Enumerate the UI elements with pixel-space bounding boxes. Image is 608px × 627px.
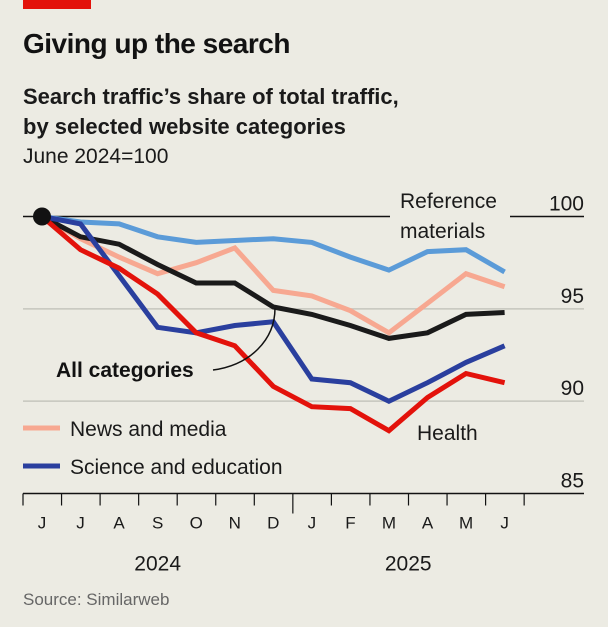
y-tick-label: 100 <box>549 193 584 216</box>
reference-label-bg <box>390 186 508 246</box>
chart-unit: June 2024=100 <box>23 145 169 168</box>
x-tick-label: O <box>190 514 203 533</box>
subtitle-line-1: Search traffic’s share of total traffic, <box>23 84 399 109</box>
x-tick-label: J <box>308 514 317 533</box>
legend-label-science: Science and education <box>70 456 283 479</box>
series-line-all <box>40 214 505 341</box>
all-categories-leader-line <box>212 307 276 371</box>
y-tick-label: 95 <box>561 285 584 308</box>
y-tick-label: 90 <box>561 377 584 400</box>
x-axis: J J A S O N D J F M A M J 2024 2025 <box>22 492 584 576</box>
chart-title: Giving up the search <box>23 28 290 59</box>
x-tick-label: A <box>113 514 125 533</box>
year-label-2024: 2024 <box>134 553 181 576</box>
x-tick-label: D <box>267 514 279 533</box>
year-label-2025: 2025 <box>385 553 432 576</box>
chart-subtitle: Search traffic’s share of total traffic,… <box>23 82 399 142</box>
x-tick-label: A <box>422 514 434 533</box>
x-tick-label: M <box>382 514 396 533</box>
reference-label-line-1: Reference <box>400 190 497 213</box>
accent-bar <box>23 0 91 9</box>
series-line-reference <box>41 214 506 275</box>
legend: News and media Science and education <box>23 418 283 479</box>
y-axis-labels: 100 95 90 85 <box>549 193 584 493</box>
all-categories-label: All categories <box>56 359 194 382</box>
source-note: Source: Similarweb <box>23 590 170 609</box>
x-tick-label: F <box>345 514 355 533</box>
x-tick-label: J <box>76 514 85 533</box>
subtitle-line-2: by selected website categories <box>23 114 346 139</box>
x-tick-label: S <box>152 514 163 533</box>
series-line-health <box>40 214 506 434</box>
x-tick-label: M <box>459 514 473 533</box>
x-tick-label: J <box>500 514 509 533</box>
legend-label-news: News and media <box>70 418 227 441</box>
y-tick-label: 85 <box>561 470 584 493</box>
health-label: Health <box>417 422 478 445</box>
start-marker <box>33 207 51 226</box>
series-line-news <box>40 214 506 336</box>
x-tick-label: N <box>229 514 241 533</box>
reference-label-line-2: materials <box>400 220 485 243</box>
start-dot <box>33 207 51 226</box>
x-tick-label: J <box>38 514 47 533</box>
annotations: Reference materials All categories Healt… <box>56 186 508 445</box>
